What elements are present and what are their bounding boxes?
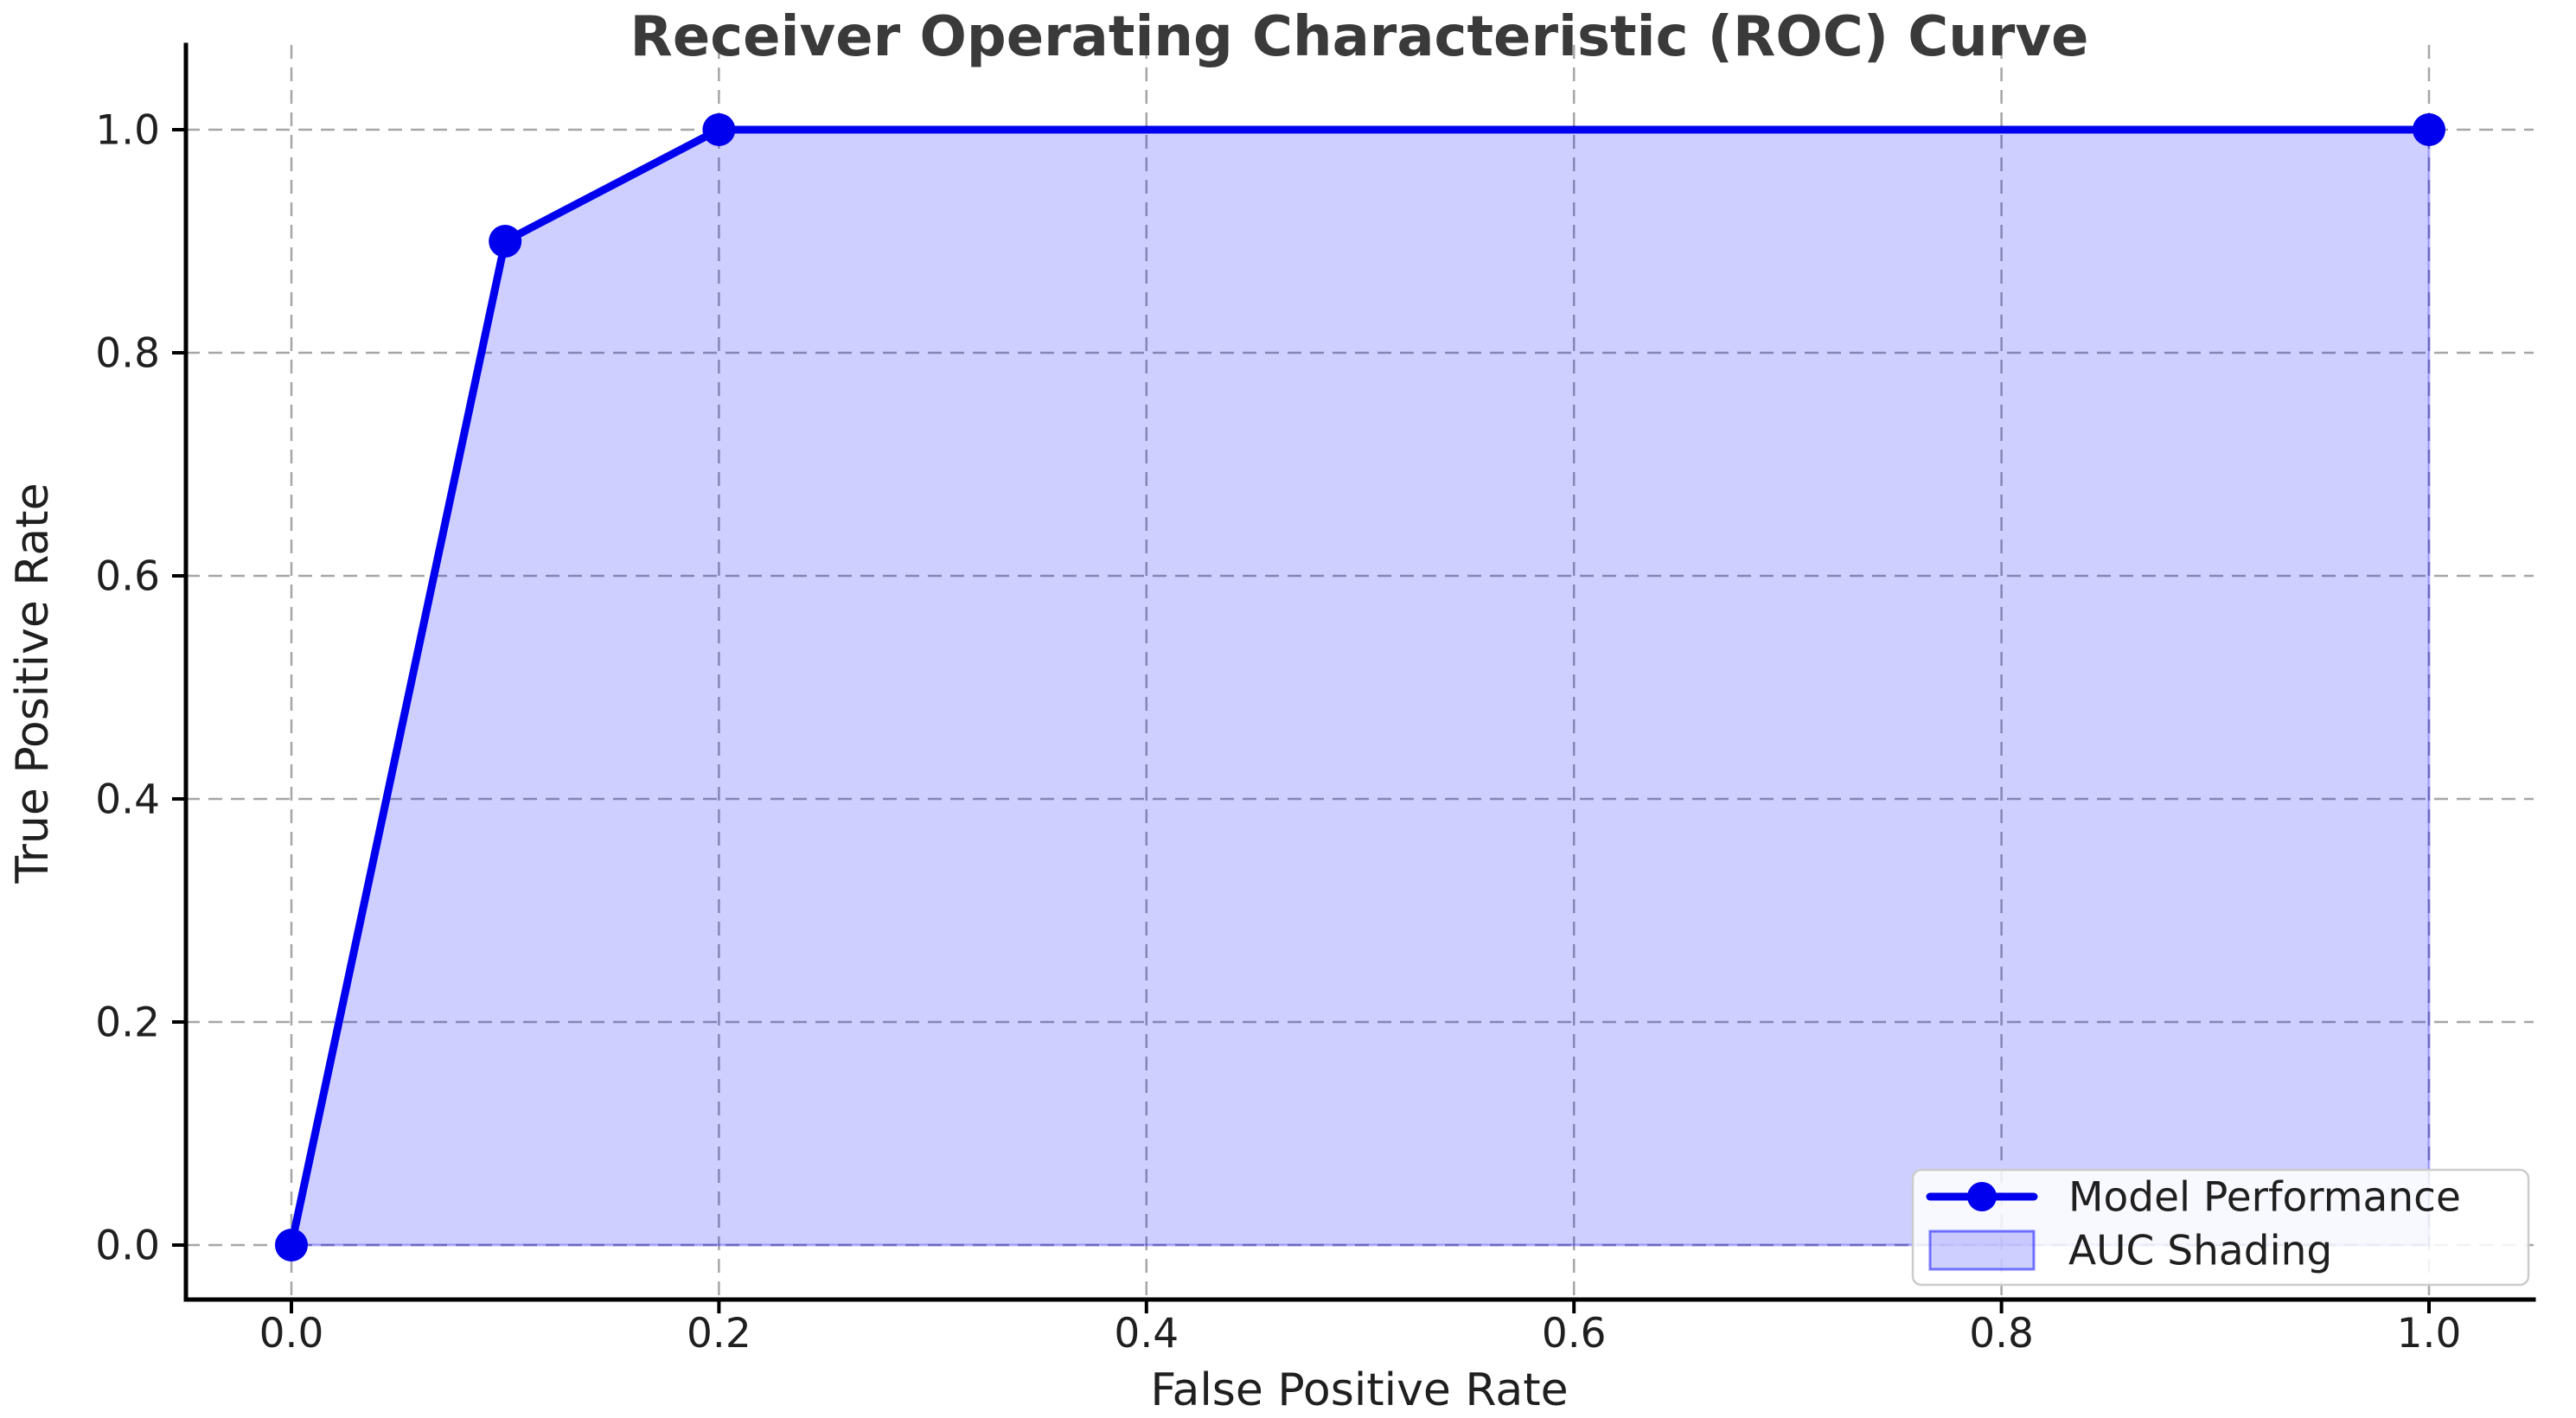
data-point-marker xyxy=(489,225,522,258)
x-tick-label: 0.8 xyxy=(1969,1310,2034,1357)
legend-label-auc-shading: AUC Shading xyxy=(2068,1227,2332,1274)
y-tick-label: 0.2 xyxy=(95,999,160,1046)
data-point-marker xyxy=(702,113,736,146)
legend-dot-swatch xyxy=(1967,1182,1997,1211)
x-tick-label: 0.6 xyxy=(1542,1310,1607,1357)
auc-shaded-area xyxy=(290,128,2431,1247)
y-axis-ticks: 0.0 0.2 0.4 0.6 0.8 1.0 xyxy=(95,106,186,1269)
x-axis-ticks: 0.0 0.2 0.4 0.6 0.8 1.0 xyxy=(259,1300,2462,1357)
chart-title: Receiver Operating Characteristic (ROC) … xyxy=(630,5,2089,69)
y-tick-label: 0.6 xyxy=(95,553,160,600)
legend-patch-swatch xyxy=(1928,1230,2036,1271)
y-tick-label: 0.0 xyxy=(95,1222,160,1269)
y-tick-label: 1.0 xyxy=(95,106,160,154)
y-tick-label: 0.8 xyxy=(95,329,160,377)
y-tick-label: 0.4 xyxy=(95,776,160,823)
x-tick-label: 1.0 xyxy=(2397,1310,2462,1357)
x-tick-label: 0.4 xyxy=(1114,1310,1179,1357)
data-point-marker xyxy=(2413,113,2445,146)
x-tick-label: 0.0 xyxy=(259,1310,324,1357)
legend-label-model-performance: Model Performance xyxy=(2068,1173,2461,1221)
legend: Model Performance AUC Shading xyxy=(1911,1168,2530,1287)
legend-box xyxy=(1911,1168,2530,1287)
data-point-marker xyxy=(275,1229,308,1262)
roc-curve-line xyxy=(287,125,2433,1249)
y-axis-label: True Positive Rate xyxy=(7,482,59,884)
x-axis-label: False Positive Rate xyxy=(1150,1364,1568,1416)
data-point-markers xyxy=(275,113,2445,1262)
x-tick-label: 0.2 xyxy=(687,1310,751,1357)
